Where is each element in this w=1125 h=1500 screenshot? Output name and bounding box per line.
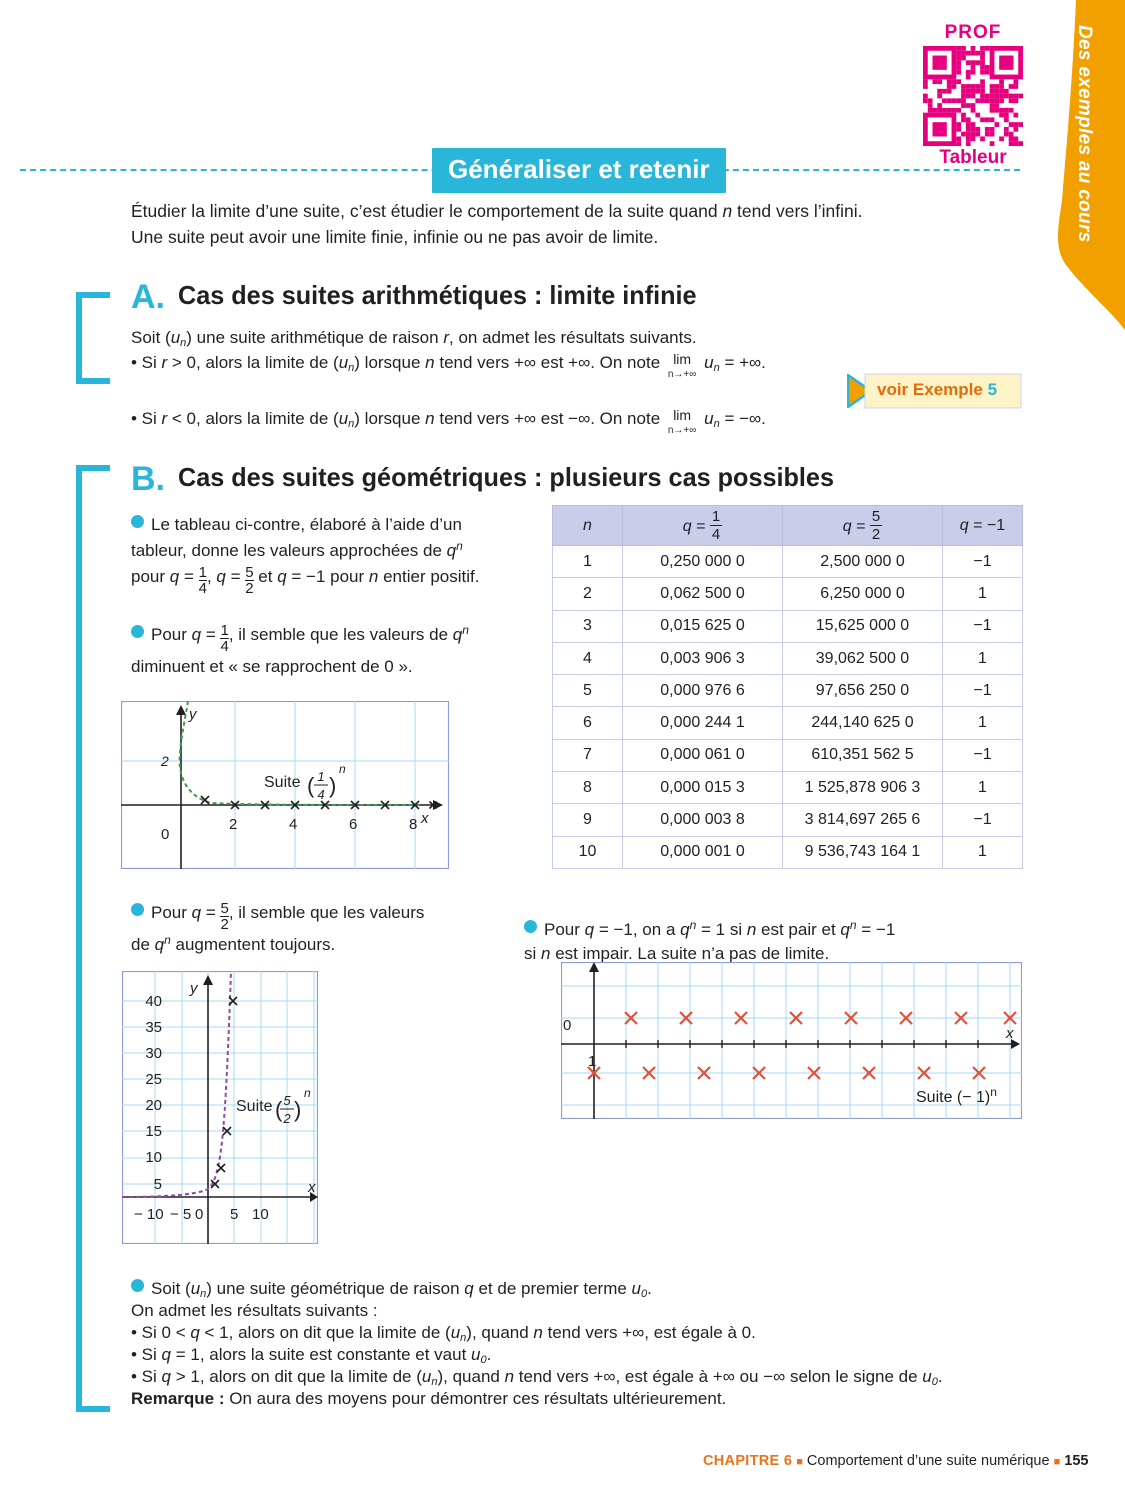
- svg-text:5: 5: [154, 1176, 162, 1193]
- svg-text:5: 5: [230, 1206, 238, 1223]
- svg-text:25: 25: [145, 1071, 162, 1088]
- svg-text:− 10: − 10: [134, 1206, 164, 1223]
- svg-text:x: x: [420, 810, 429, 827]
- svg-text:Suite (− 1)n: Suite (− 1)n: [916, 1085, 997, 1106]
- svg-text:− 5: − 5: [170, 1206, 191, 1223]
- svg-text:0: 0: [195, 1206, 203, 1223]
- svg-text:0: 0: [161, 826, 169, 843]
- svg-text:n: n: [304, 1086, 311, 1100]
- svg-text:x: x: [307, 1179, 316, 1196]
- svg-text:10: 10: [252, 1206, 269, 1223]
- svg-text:x: x: [1005, 1025, 1014, 1042]
- svg-text:n: n: [339, 762, 346, 776]
- svg-text:2: 2: [282, 1111, 291, 1126]
- svg-text:Suite: Suite: [236, 1098, 273, 1115]
- svg-text:30: 30: [145, 1045, 162, 1062]
- svg-text:): ): [329, 773, 336, 798]
- svg-text:6: 6: [349, 816, 357, 833]
- svg-text:20: 20: [145, 1097, 162, 1114]
- svg-text:1: 1: [588, 1053, 596, 1070]
- svg-text:(: (: [307, 773, 315, 798]
- svg-text:2: 2: [160, 753, 169, 769]
- svg-text:Suite: Suite: [264, 774, 301, 791]
- svg-text:10: 10: [145, 1149, 162, 1166]
- svg-text:1: 1: [317, 769, 324, 784]
- svg-text:8: 8: [409, 816, 417, 833]
- svg-text:35: 35: [145, 1019, 162, 1036]
- svg-text:4: 4: [289, 816, 297, 833]
- svg-text:): ): [294, 1097, 301, 1122]
- svg-text:0: 0: [563, 1017, 571, 1034]
- svg-text:5: 5: [283, 1093, 291, 1108]
- svg-text:15: 15: [145, 1123, 162, 1140]
- svg-text:40: 40: [145, 993, 162, 1010]
- svg-text:4: 4: [317, 787, 324, 802]
- svg-text:2: 2: [229, 816, 237, 833]
